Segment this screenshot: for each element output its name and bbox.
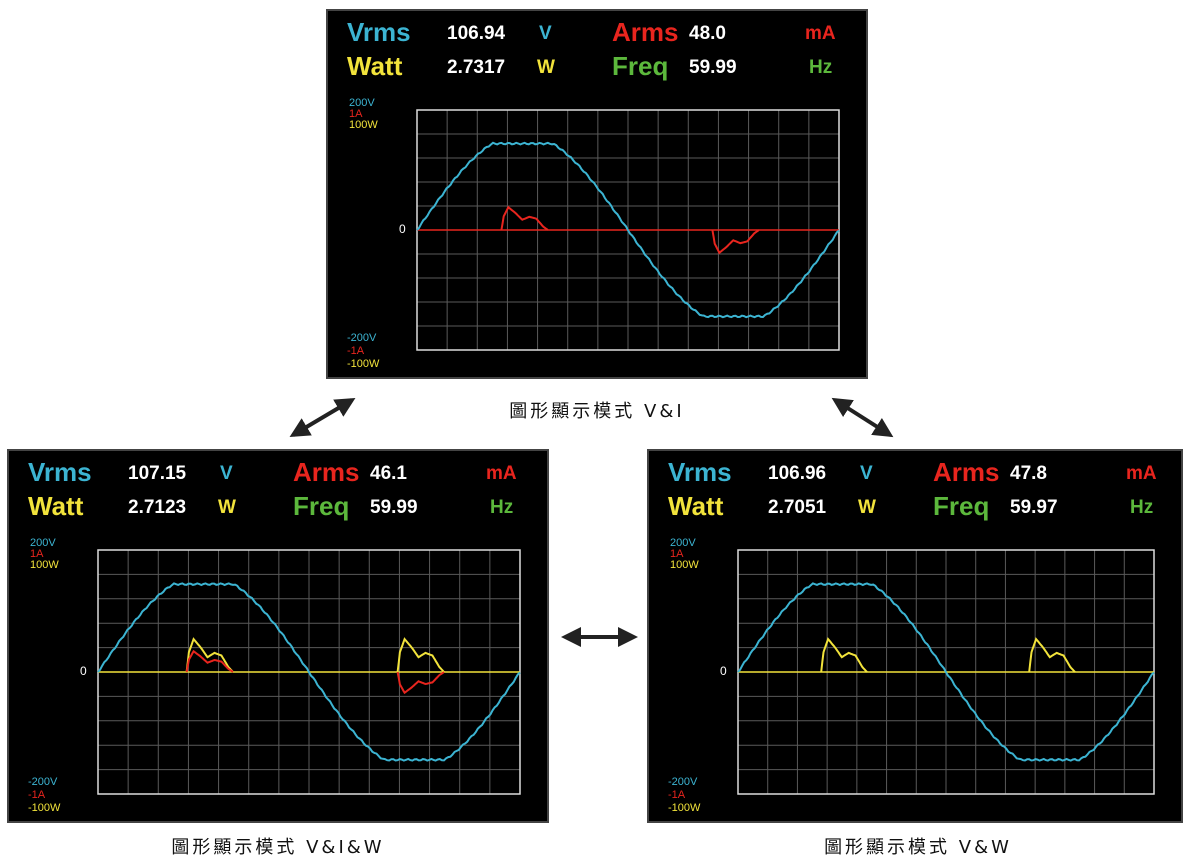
scale-label: 100W <box>30 559 59 571</box>
screen: Vrms 106.94 V Arms 48.0 mA Watt 2.7317 W Freq 59.9… <box>327 10 867 378</box>
reading: 2.7123 <box>128 497 186 518</box>
reading: Arms <box>612 17 678 47</box>
reading: Hz <box>809 57 832 78</box>
reading: 2.7317 <box>447 57 505 78</box>
reading: Vrms <box>668 457 732 487</box>
scale-label: -100W <box>347 358 380 370</box>
reading: Hz <box>490 497 513 518</box>
reading: Freq <box>612 51 668 81</box>
scale-label: -200V <box>347 332 377 344</box>
reading: mA <box>486 463 517 484</box>
reading: Arms <box>933 457 999 487</box>
reading: Vrms <box>347 17 411 47</box>
reading: 59.99 <box>370 497 418 518</box>
scale-label: -200V <box>668 776 698 788</box>
reading: 2.7051 <box>768 497 827 518</box>
scale-label: -100W <box>668 802 701 814</box>
zero-label: 0 <box>80 664 87 678</box>
reading: 106.96 <box>768 463 826 484</box>
caption: 圖形顯示模式 V&W <box>824 837 1012 858</box>
reading: Watt <box>347 51 403 81</box>
reading: Freq <box>293 491 349 521</box>
scale-label: 100W <box>349 119 378 131</box>
scale-label: -1A <box>347 345 365 357</box>
reading: W <box>537 57 555 78</box>
reading: 47.8 <box>1010 463 1047 484</box>
scale-label: -1A <box>28 789 46 801</box>
screen: Vrms 107.15 V Arms 46.1 mA Watt 2.7123 W Freq 59.9… <box>8 450 548 822</box>
zero-label: 0 <box>720 664 727 678</box>
caption: 圖形顯示模式 V&I&W <box>171 837 384 858</box>
reading: Arms <box>293 457 359 487</box>
arrow <box>835 400 890 435</box>
reading: 59.97 <box>1010 497 1058 518</box>
reading: V <box>220 463 233 484</box>
scale-label: 100W <box>670 559 699 571</box>
zero-label: 0 <box>399 222 406 236</box>
reading: Hz <box>1130 497 1153 518</box>
arrow <box>293 400 352 435</box>
scale-label: -1A <box>668 789 686 801</box>
reading: mA <box>805 23 836 44</box>
page: Vrms 106.94 V Arms 48.0 mA Watt 2.7317 W Freq 59.9… <box>0 0 1190 863</box>
reading: Watt <box>668 491 724 521</box>
scale-label: -200V <box>28 776 58 788</box>
reading: W <box>858 497 876 518</box>
reading: Freq <box>933 491 989 521</box>
reading: 107.15 <box>128 463 187 484</box>
reading: Vrms <box>28 457 92 487</box>
reading: 48.0 <box>689 23 726 44</box>
screen-bg <box>648 450 1182 822</box>
reading: W <box>218 497 236 518</box>
reading: 106.94 <box>447 23 506 44</box>
caption: 圖形顯示模式 V&I <box>509 401 684 422</box>
screen: Vrms 106.96 V Arms 47.8 mA Watt 2.7051 W Freq 59.9… <box>648 450 1182 822</box>
reading: 59.99 <box>689 57 737 78</box>
screen-bg <box>327 10 867 378</box>
reading: V <box>539 23 552 44</box>
screen-bg <box>8 450 548 822</box>
scale-label: -100W <box>28 802 61 814</box>
reading: Watt <box>28 491 84 521</box>
reading: V <box>860 463 873 484</box>
reading: mA <box>1126 463 1157 484</box>
reading: 46.1 <box>370 463 407 484</box>
